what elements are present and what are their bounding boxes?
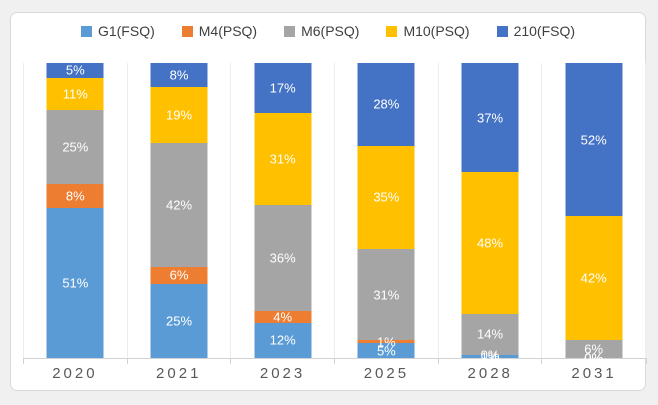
- legend-swatch-icon: [496, 25, 508, 37]
- stacked-bar-2028: 1% 0% 14% 48% 37%: [461, 63, 519, 364]
- segment-m6-psq-: [357, 248, 415, 341]
- segment-m6-psq-: [565, 340, 623, 358]
- category-column-2025: 5% 1% 31% 35% 28%: [334, 63, 438, 364]
- segment-m10-psq-: [46, 77, 104, 111]
- x-axis-label-2021: 2021: [156, 365, 202, 382]
- stacked-bar-2023: 12% 4% 36% 31% 17%: [254, 63, 312, 358]
- segment-m6-psq-: [46, 110, 104, 184]
- legend-label: M4(PSQ): [198, 23, 258, 39]
- stacked-bar-2025: 5% 1% 31% 35% 28%: [357, 63, 415, 358]
- legend-item-m10-psq-: M10(PSQ): [386, 23, 470, 39]
- segment-210-fsq-: [254, 63, 312, 114]
- segment-m10-psq-: [357, 145, 415, 249]
- segment-g1-fsq-: [461, 355, 519, 358]
- x-axis-label-2025: 2025: [363, 365, 410, 382]
- legend-item-g1-fsq-: G1(FSQ): [80, 23, 155, 39]
- segment-g1-fsq-: [254, 322, 312, 358]
- chart-card: G1(FSQ) M4(PSQ) M6(PSQ) M10(PSQ) 210(FSQ) 51…: [10, 12, 647, 391]
- segment-m10-psq-: [254, 113, 312, 205]
- segment-g1-fsq-: [357, 343, 415, 358]
- stacked-bar-2020: 51% 8% 25% 11% 5%: [46, 63, 104, 358]
- x-axis-label-2020: 2020: [52, 365, 98, 382]
- segment-210-fsq-: [150, 63, 208, 87]
- category-column-2028: 1% 0% 14% 48% 37%: [437, 63, 542, 364]
- legend-item-m4-psq-: M4(PSQ): [181, 23, 258, 39]
- legend-label: 210(FSQ): [513, 23, 576, 39]
- legend-label: M6(PSQ): [301, 23, 360, 39]
- legend-label: G1(FSQ): [97, 23, 155, 39]
- legend-item-m6-psq-: M6(PSQ): [284, 23, 359, 39]
- segment-m10-psq-: [150, 86, 208, 143]
- legend-item-210-fsq-: 210(FSQ): [496, 23, 576, 39]
- segment-m6-psq-: [254, 204, 312, 311]
- segment-g1-fsq-: [46, 207, 104, 358]
- segment-g1-fsq-: [150, 284, 208, 358]
- segment-210-fsq-: [46, 63, 104, 78]
- category-column-2031: 0% 0% 6% 42% 52%: [541, 63, 647, 366]
- category-column-2020: 51% 8% 25% 11% 5%: [23, 63, 127, 364]
- legend-swatch-icon: [386, 25, 398, 37]
- segment-210-fsq-: [357, 63, 415, 146]
- segment-m4-psq-: [46, 183, 104, 208]
- category-column-2021: 25% 6% 42% 19% 8%: [126, 63, 231, 364]
- plot-area: 51% 8% 25% 11% 5% 25% 6% 42% 19% 8% 12% 4% 36% 31% 17%…: [23, 63, 647, 366]
- segment-m4-psq-: [357, 340, 415, 344]
- chart-legend: G1(FSQ) M4(PSQ) M6(PSQ) M10(PSQ) 210(FSQ): [11, 23, 645, 39]
- segment-m4-psq-: [150, 266, 208, 285]
- segment-m6-psq-: [461, 313, 519, 356]
- stacked-bar-2031: 0% 0% 6% 42% 52%: [565, 63, 623, 366]
- segment-210-fsq-: [461, 63, 519, 173]
- x-axis-label-2028: 2028: [467, 365, 513, 382]
- segment-m10-psq-: [565, 216, 623, 341]
- x-axis-labels: 2020 2021 2023 2025 2028 2031: [23, 365, 646, 382]
- segment-m6-psq-: [150, 142, 208, 267]
- x-axis-label-2023: 2023: [259, 365, 306, 382]
- legend-label: M10(PSQ): [403, 23, 470, 39]
- legend-swatch-icon: [284, 25, 296, 37]
- segment-210-fsq-: [565, 63, 623, 217]
- category-column-2023: 12% 4% 36% 31% 17%: [230, 63, 334, 364]
- x-axis-label-2031: 2031: [571, 365, 617, 382]
- legend-swatch-icon: [80, 25, 92, 37]
- legend-swatch-icon: [181, 25, 193, 37]
- segment-m10-psq-: [461, 172, 519, 314]
- stacked-bar-2021: 25% 6% 42% 19% 8%: [150, 63, 208, 358]
- segment-m4-psq-: [254, 310, 312, 323]
